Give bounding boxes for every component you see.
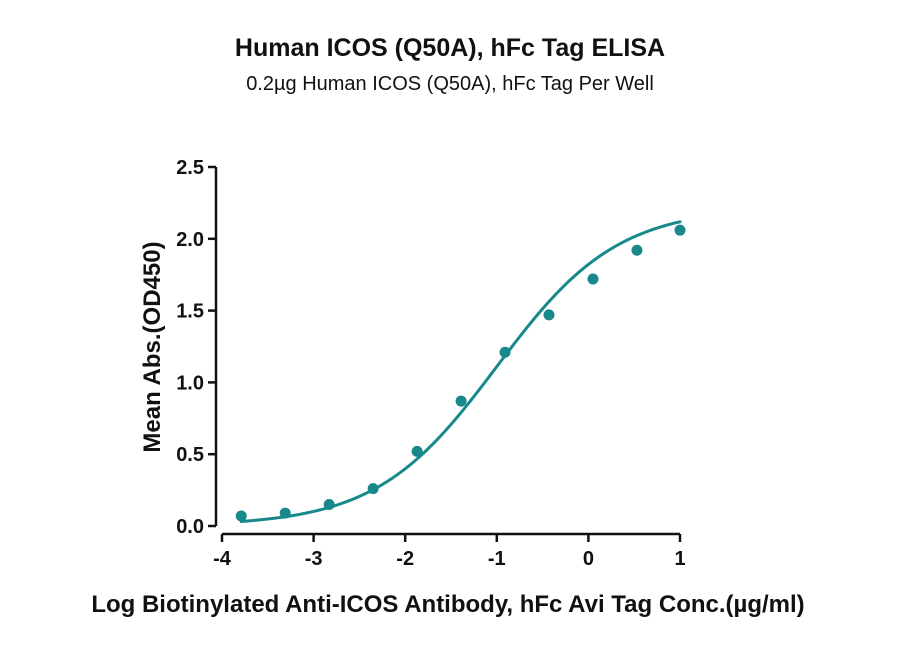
x-tick-label: -2 — [396, 548, 414, 570]
data-point — [279, 507, 291, 519]
data-point — [543, 309, 555, 321]
data-point — [323, 498, 335, 510]
chart-title: Human ICOS (Q50A), hFc Tag ELISA — [235, 34, 665, 62]
fit-curves — [239, 220, 682, 523]
y-tick-label: 1.5 — [176, 301, 204, 323]
x-axis-ticks: -4 -3 -2 -1 0 1 — [213, 534, 686, 570]
y-axis-label: Mean Abs.(OD450) — [139, 241, 166, 452]
y-tick-label: 0.0 — [176, 516, 204, 538]
x-tick-label: -1 — [488, 548, 506, 570]
plot-area: -4 -3 -2 -1 0 1 0.0 0.5 1.0 1.5 2.0 2.5 — [176, 157, 685, 570]
data-point — [674, 224, 686, 236]
y-tick-label: 0.5 — [176, 444, 204, 466]
y-axis-ticks: 0.0 0.5 1.0 1.5 2.0 2.5 — [176, 157, 216, 538]
x-axis-label: Log Biotinylated Anti-ICOS Antibody, hFc… — [91, 591, 804, 618]
x-tick-label: -3 — [305, 548, 323, 570]
y-tick-label: 1.0 — [176, 372, 204, 394]
data-point — [235, 510, 247, 522]
y-tick-label: 2.5 — [176, 157, 204, 179]
data-point — [411, 445, 423, 457]
fit-curve — [239, 220, 682, 523]
data-point — [455, 395, 467, 407]
x-tick-label: 1 — [674, 548, 685, 570]
data-point — [587, 273, 599, 285]
y-tick-label: 2.0 — [176, 229, 204, 251]
data-point — [631, 244, 643, 256]
chart-subtitle: 0.2µg Human ICOS (Q50A), hFc Tag Per Wel… — [246, 73, 654, 95]
x-tick-label: -4 — [213, 548, 232, 570]
data-point — [367, 483, 379, 495]
data-points — [235, 224, 686, 522]
data-point — [499, 346, 511, 358]
x-tick-label: 0 — [583, 548, 594, 570]
